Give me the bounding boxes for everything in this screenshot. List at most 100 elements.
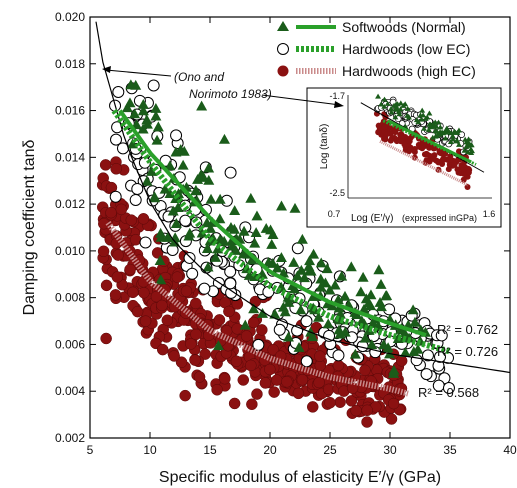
- hardwood-high-point-467: [296, 374, 309, 386]
- inset-softwood-point-19: [461, 147, 468, 153]
- softwood-point-5: [248, 303, 260, 314]
- inset-hardwood-high-point-155: [460, 176, 467, 183]
- softwood-point-21: [246, 254, 258, 265]
- hardwood-high-point-179: [334, 396, 346, 408]
- inset-softwood-point-88: [465, 140, 472, 146]
- hardwood-high-point-221: [99, 159, 112, 171]
- softwood-point-193: [315, 273, 327, 284]
- r2-hardwood-high: R² = 0.568: [418, 385, 479, 400]
- inset-softwood-point-66: [426, 121, 433, 127]
- hardwood-high-point-436: [129, 233, 142, 246]
- inset-hardwood-high-point-154: [392, 129, 399, 136]
- softwood-point-62: [170, 218, 182, 228]
- softwood-point-89: [203, 162, 215, 173]
- softwood-point-170: [178, 145, 190, 156]
- inset-x-label-main: Log (E′/γ): [351, 213, 393, 224]
- inset-softwood-point-75: [433, 123, 440, 129]
- hardwood-high-point-287: [211, 384, 223, 396]
- inset-hardwood-high-point-115: [381, 135, 388, 142]
- softwood-point-209: [125, 79, 137, 90]
- x-tick-label-3: 20: [263, 443, 277, 457]
- hardwood-high-point-385: [246, 398, 258, 411]
- hardwood-high-point-384: [190, 328, 202, 341]
- y-tick-label-3: 0.008: [55, 291, 85, 305]
- hardwood-high-point-350: [137, 213, 150, 225]
- softwood-point-206: [267, 229, 279, 240]
- softwood-point-204: [238, 225, 250, 236]
- hardwood-high-point-490: [240, 330, 253, 342]
- hardwood-high-point-505: [156, 299, 168, 312]
- softwood-point-104: [137, 99, 149, 109]
- hardwood-high-point-430: [365, 375, 377, 387]
- hardwood-low-point-202: [300, 355, 313, 368]
- inset-x-tick-right: 1.6: [483, 209, 496, 219]
- hardwood-high-point-401: [105, 206, 117, 219]
- hardwood-low-point-208: [420, 368, 433, 381]
- hardwood-low-point-197: [273, 323, 286, 336]
- softwood-point-108: [210, 251, 222, 262]
- x-tick-label-5: 30: [383, 443, 397, 457]
- softwood-point-151: [152, 121, 164, 132]
- annotations: R² = 0.762 R² = 0.726 R² = 0.568 (Ono and No…: [102, 66, 498, 400]
- hardwood-high-point-518: [245, 359, 257, 372]
- inset-softwood-point-70: [442, 135, 449, 141]
- hardwood-high-point-501: [264, 363, 276, 376]
- inset-chart: -1.7 -2.5 0.7 1.6 Log (E′/γ) (expressed inGPa…: [306, 87, 502, 228]
- softwood-point-182: [229, 205, 241, 216]
- softwood-point-147: [245, 192, 257, 203]
- hardwood-high-point-509: [171, 271, 184, 283]
- inset-softwood-point-80: [463, 143, 470, 149]
- softwood-point-110: [279, 306, 291, 317]
- softwood-point-107: [388, 364, 400, 375]
- inset-y-tick-bottom: -2.5: [329, 188, 345, 198]
- hardwood-high-point-0: [100, 332, 112, 345]
- reference-arrow-head: [102, 66, 111, 73]
- hardwood-high-point-497: [223, 305, 235, 318]
- hardwood-low-point-156: [112, 86, 125, 99]
- hardwood-high-point-403: [189, 354, 201, 366]
- softwood-point-40: [382, 342, 394, 353]
- softwood-point-29: [266, 238, 278, 249]
- hardwood-high-point-481: [124, 263, 136, 276]
- hardwood-high-point-514: [346, 382, 359, 394]
- hardwood-high-point-432: [230, 355, 243, 368]
- r2-hardwood-low: R² = 0.726: [437, 344, 498, 359]
- x-tick-label-4: 25: [323, 443, 337, 457]
- softwood-point-158: [239, 319, 251, 330]
- softwood-point-66: [150, 110, 162, 121]
- softwood-point-93: [202, 261, 214, 272]
- inset-hardwood-high-point-124: [407, 146, 414, 153]
- softwood-point-167: [159, 183, 171, 194]
- softwood-point-178: [295, 304, 307, 315]
- inset-hardwood-high-point-167: [464, 183, 471, 190]
- hardwood-high-point-130: [361, 416, 373, 428]
- hardwood-low-point-135: [332, 349, 345, 362]
- hardwood-high-point-428: [168, 350, 180, 362]
- hardwood-high-point-500: [138, 287, 150, 299]
- y-tick-label-0: 0.002: [55, 431, 85, 445]
- inset-hardwood-high-point-160: [419, 145, 426, 152]
- softwood-point-188: [333, 324, 345, 335]
- inset-hardwood-high-point-126: [439, 157, 446, 164]
- softwood-point-208: [375, 301, 387, 312]
- hardwood-high-point-336: [228, 397, 241, 410]
- softwood-point-87: [269, 308, 281, 319]
- inset-y-tick-top: -1.7: [329, 91, 345, 101]
- inset-hardwood-high-point-164: [451, 161, 458, 168]
- inset-softwood-point-60: [465, 136, 472, 142]
- reference-arrow-line-2: [261, 94, 341, 106]
- hardwood-high-point-86: [306, 401, 319, 413]
- softwood-point-207: [151, 134, 163, 145]
- hardwood-high-point-496: [139, 315, 152, 327]
- hardwood-high-point-95: [345, 395, 358, 407]
- hardwood-high-point-346: [259, 377, 272, 389]
- hardwood-high-point-512: [281, 376, 293, 388]
- y-tick-label-7: 0.016: [55, 104, 85, 118]
- softwood-point-83: [308, 248, 320, 259]
- softwood-point-165: [365, 300, 377, 311]
- inset-softwood-point-56: [439, 129, 446, 135]
- y-tick-label-4: 0.010: [55, 244, 85, 258]
- softwood-point-131: [339, 290, 351, 301]
- softwood-point-95: [154, 255, 166, 265]
